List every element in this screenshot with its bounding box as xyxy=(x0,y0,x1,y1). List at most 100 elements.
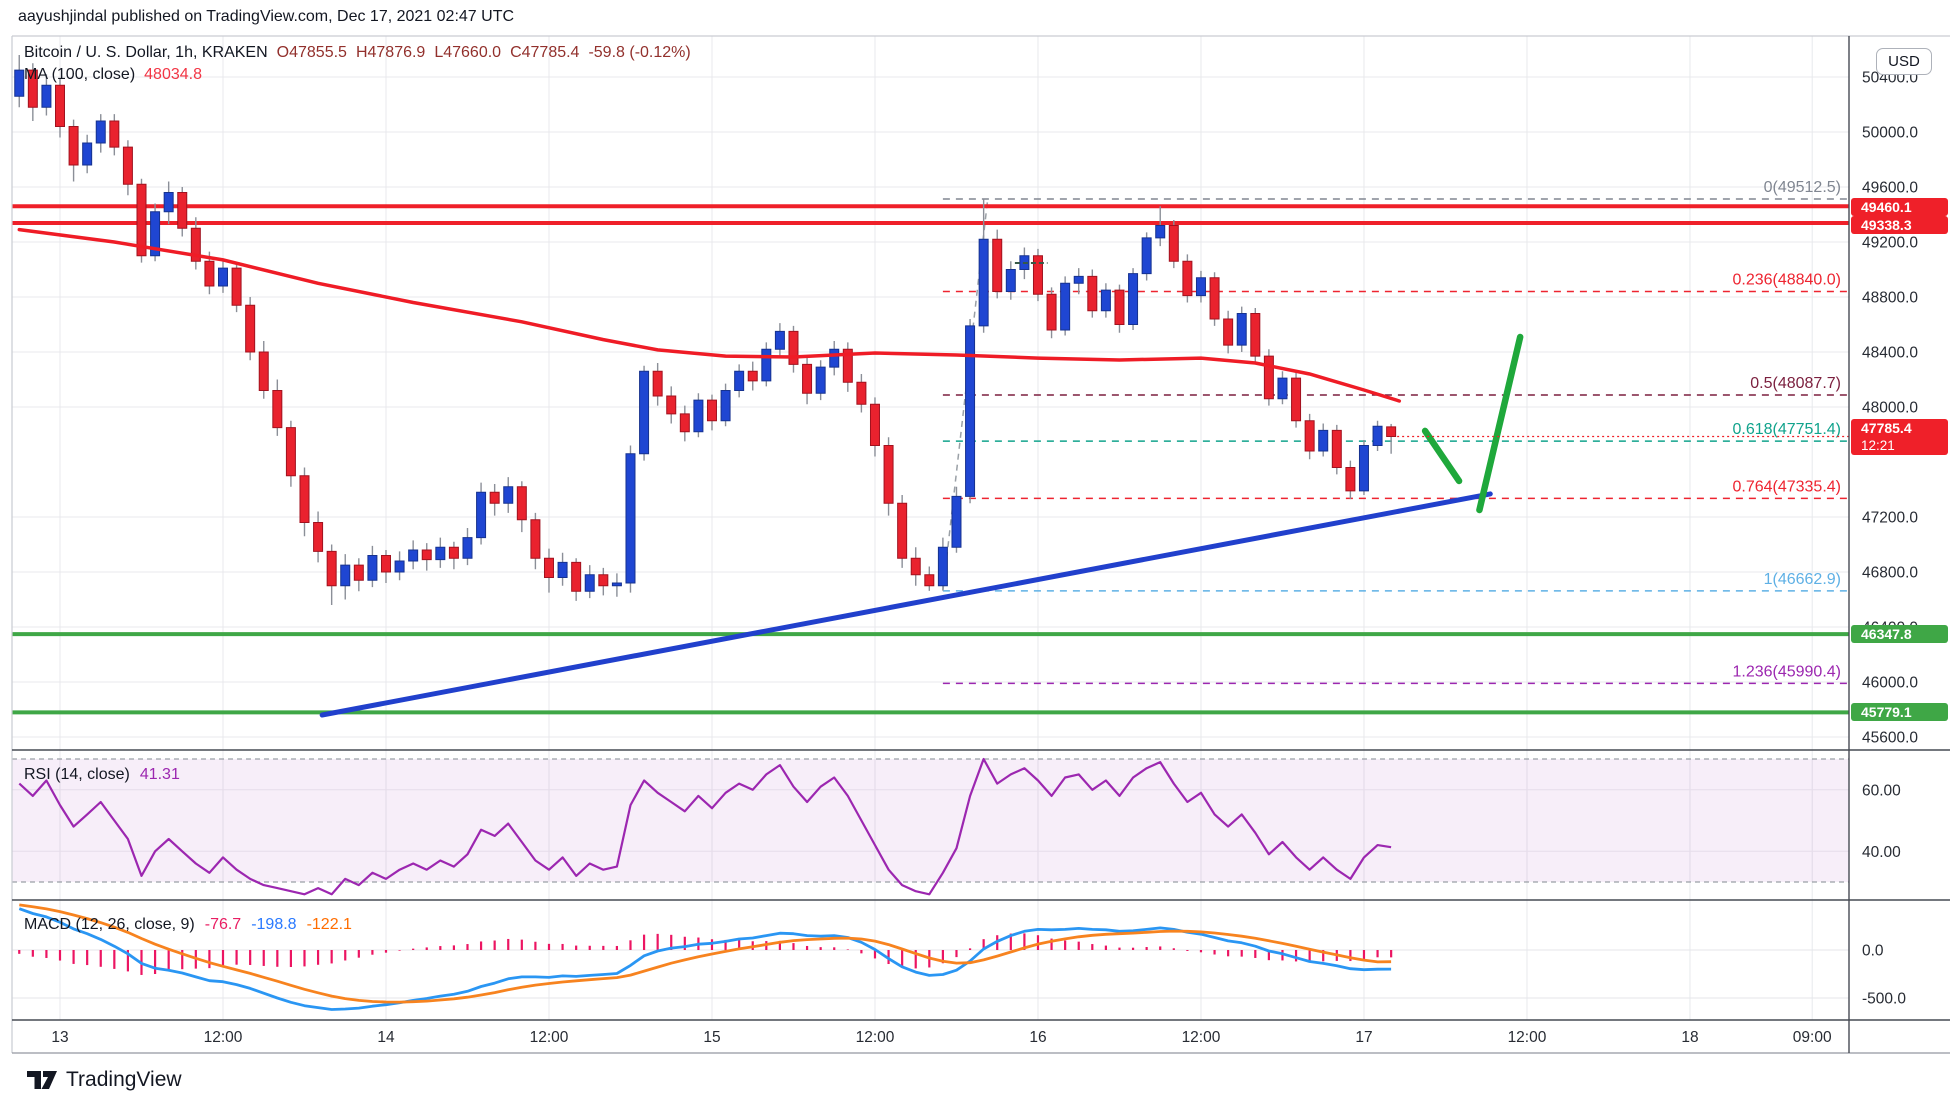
current-price-label: 47785.4 12:21 xyxy=(1851,419,1948,455)
candle xyxy=(285,427,296,477)
candle xyxy=(706,399,717,422)
price-tick-label: 45600.0 xyxy=(1862,730,1918,747)
candle xyxy=(503,486,514,504)
support-price-label-2: 45779.1 xyxy=(1851,703,1948,721)
fib-level-label: 0(49512.5) xyxy=(1764,179,1841,196)
candle xyxy=(666,395,677,415)
candle xyxy=(380,555,391,573)
price-tick-label: 49600.0 xyxy=(1862,180,1918,197)
candle xyxy=(639,370,650,455)
candle xyxy=(122,146,133,185)
candle xyxy=(1155,225,1166,239)
currency-toggle-button[interactable]: USD xyxy=(1876,48,1932,75)
macd-signal-line xyxy=(19,903,1392,1004)
price-tick-label: 48800.0 xyxy=(1862,290,1918,307)
candle xyxy=(27,69,38,108)
candle xyxy=(1277,377,1288,400)
tradingview-logo[interactable]: TradingView xyxy=(26,1066,182,1094)
candle xyxy=(177,192,188,229)
candle xyxy=(584,574,595,592)
candle xyxy=(448,546,459,559)
candle xyxy=(1209,277,1220,320)
candle xyxy=(883,445,894,504)
time-tick-label: 12:00 xyxy=(1182,1029,1221,1046)
candle xyxy=(557,561,568,578)
candle xyxy=(163,192,174,213)
candle xyxy=(652,370,663,397)
candle xyxy=(1195,277,1206,297)
fib-level-label: 0.5(48087.7) xyxy=(1750,375,1841,392)
candle xyxy=(231,267,242,306)
time-tick-label: 16 xyxy=(1029,1029,1046,1046)
rsi-value: 41.31 xyxy=(139,766,180,783)
ma-label: MA (100, close) xyxy=(24,66,136,83)
ohlc-open: O47855.5 xyxy=(276,44,347,61)
candle xyxy=(856,381,867,405)
candle xyxy=(55,84,65,127)
ma-line xyxy=(17,227,1402,403)
time-tick-label: 12:00 xyxy=(530,1029,569,1046)
macd-line xyxy=(18,907,1392,1011)
candle xyxy=(1128,273,1139,325)
price-tick-label: 46800.0 xyxy=(1862,565,1918,582)
candle xyxy=(150,211,161,257)
candle xyxy=(217,267,228,287)
time-tick-label: 15 xyxy=(703,1029,720,1046)
candle xyxy=(1032,255,1043,295)
ohlc-close: C47785.4 xyxy=(510,44,580,61)
rsi-label: RSI (14, close) xyxy=(24,766,130,783)
candle xyxy=(204,260,215,287)
candle xyxy=(421,549,432,561)
fib-level-label: 0.618(47751.4) xyxy=(1732,421,1841,438)
candle xyxy=(1114,289,1125,325)
time-tick-label: 12:00 xyxy=(204,1029,243,1046)
time-tick-label: 17 xyxy=(1355,1029,1372,1046)
symbol-legend: Bitcoin / U. S. Dollar, 1h, KRAKEN O47855… xyxy=(24,44,691,62)
macd-tick-label: -500.0 xyxy=(1862,991,1906,1008)
candle xyxy=(1372,425,1383,446)
candle xyxy=(693,399,704,433)
price-tick-label: 48000.0 xyxy=(1862,400,1918,417)
candle xyxy=(462,537,473,559)
time-tick-label: 18 xyxy=(1681,1029,1698,1046)
candle xyxy=(1223,318,1234,346)
candle xyxy=(720,390,731,422)
candle xyxy=(516,486,527,521)
price-tick-label: 48400.0 xyxy=(1862,345,1918,362)
candle xyxy=(1005,269,1016,292)
candle xyxy=(543,557,554,578)
candle xyxy=(109,120,120,148)
candle xyxy=(41,84,52,108)
tradingview-logo-icon xyxy=(27,1071,57,1089)
candle xyxy=(802,363,813,394)
time-tick-label: 09:00 xyxy=(1793,1029,1832,1046)
publish-info: aayushjindal published on TradingView.co… xyxy=(18,8,515,25)
time-tick-label: 12:00 xyxy=(856,1029,895,1046)
ma-legend: MA (100, close) 48034.8 xyxy=(24,66,202,84)
candle xyxy=(1250,313,1261,357)
ma-value: 48034.8 xyxy=(144,66,202,83)
candle xyxy=(353,564,364,581)
candle xyxy=(571,561,582,592)
time-tick-label: 13 xyxy=(51,1029,68,1046)
macd-tick-label: 0.0 xyxy=(1862,943,1884,960)
fib-level-label: 0.764(47335.4) xyxy=(1732,478,1841,495)
resistance-price-label-2: 49338.3 xyxy=(1851,216,1948,234)
candle xyxy=(1168,225,1179,262)
fib-level-label: 1(46662.9) xyxy=(1764,571,1841,588)
price-tick-label: 47200.0 xyxy=(1862,510,1918,527)
candle xyxy=(1073,275,1084,284)
ohlc-high: H47876.9 xyxy=(355,44,426,61)
candle xyxy=(340,564,351,587)
candle xyxy=(136,183,147,257)
fib-level-label: 1.236(45990.4) xyxy=(1732,663,1841,680)
candle xyxy=(1331,429,1342,468)
candle xyxy=(1182,260,1193,297)
macd-line-value: -198.8 xyxy=(251,916,297,933)
candle xyxy=(1046,293,1057,331)
candle xyxy=(747,370,758,382)
support-price-label: 46347.8 xyxy=(1851,625,1948,643)
price-tick-label: 50000.0 xyxy=(1862,125,1918,142)
